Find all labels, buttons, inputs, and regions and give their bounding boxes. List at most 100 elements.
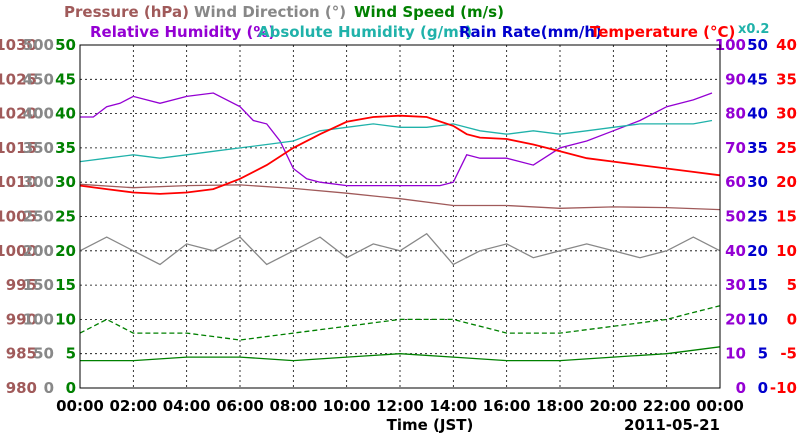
tick-label-x: 08:00: [269, 397, 317, 415]
tick-label-wind-speed: 5: [66, 345, 76, 363]
tick-label-pressure: 1010: [0, 173, 37, 191]
tick-label-relative-humidity: 0: [736, 379, 746, 397]
tick-label-rain-rate: 25: [747, 208, 768, 226]
tick-label-relative-humidity: 40: [725, 242, 746, 260]
tick-label-rain-rate: 30: [747, 173, 768, 191]
tick-label-wind-speed: 10: [55, 310, 76, 328]
tick-label-temperature: -10: [770, 379, 797, 397]
legend-scale-note: x0.2: [738, 22, 769, 37]
tick-label-temperature: 10: [776, 242, 797, 260]
tick-label-pressure: 1015: [0, 139, 37, 157]
tick-label-temperature: 15: [776, 208, 797, 226]
tick-label-temperature: -5: [780, 345, 797, 363]
tick-label-temperature: 35: [776, 70, 797, 88]
tick-label-relative-humidity: 70: [725, 139, 746, 157]
legend-wind-speed: Wind Speed (m/s): [354, 3, 504, 21]
tick-label-wind-direction: 250: [23, 208, 54, 226]
tick-label-wind-speed: 45: [55, 70, 76, 88]
plot-frame: [79, 44, 721, 389]
tick-label-x: 14:00: [429, 397, 477, 415]
tick-label-wind-direction: 350: [23, 139, 54, 157]
tick-label-x: 04:00: [163, 397, 211, 415]
series-relative-humidity: [80, 92, 713, 187]
tick-label-rain-rate: 35: [747, 139, 768, 157]
tick-label-relative-humidity: 10: [725, 345, 746, 363]
tick-label-x: 18:00: [536, 397, 584, 415]
tick-label-temperature: 0: [787, 310, 797, 328]
tick-label-pressure: 980: [6, 379, 37, 397]
tick-label-rain-rate: 40: [747, 105, 768, 123]
x-axis: 00:00 02:00 04:00 06:00 08:00 10:00 12:00 14:00…: [56, 397, 744, 415]
tick-label-temperature: 20: [776, 173, 797, 191]
x-axis-date: 2011-05-21: [624, 416, 720, 434]
tick-label-wind-speed: 50: [55, 36, 76, 54]
tick-label-temperature: 25: [776, 139, 797, 157]
tick-label-wind-speed: 0: [66, 379, 76, 397]
legend-wind-direction: Wind Direction (°): [194, 3, 346, 21]
tick-label-wind-speed: 15: [55, 276, 76, 294]
tick-label-temperature: 40: [776, 36, 797, 54]
series-pressure-hpa: [79, 183, 721, 211]
tick-label-pressure: 1020: [0, 105, 37, 123]
tick-label-wind-direction: 100: [23, 310, 54, 328]
grid-lines: [80, 45, 720, 388]
tick-label-relative-humidity: 60: [725, 173, 746, 191]
tick-label-wind-speed: 35: [55, 139, 76, 157]
tick-label-wind-direction: 300: [23, 173, 54, 191]
tick-label-x: 22:00: [643, 397, 691, 415]
tick-label-wind-direction: 450: [23, 70, 54, 88]
tick-label-relative-humidity: 20: [725, 310, 746, 328]
tick-label-x: 06:00: [216, 397, 264, 415]
tick-label-rain-rate: 10: [747, 310, 768, 328]
series-lines: [79, 92, 721, 362]
tick-label-wind-speed: 25: [55, 208, 76, 226]
tick-label-wind-direction: 200: [23, 242, 54, 260]
tick-label-x: 20:00: [589, 397, 637, 415]
tick-label-temperature: 5: [787, 276, 797, 294]
tick-label-rain-rate: 50: [747, 36, 768, 54]
tick-label-wind-direction: 150: [23, 276, 54, 294]
tick-label-pressure: 1030: [0, 36, 37, 54]
series-absolute-humidity-g-m: [79, 119, 713, 163]
tick-label-rain-rate: 45: [747, 70, 768, 88]
tick-label-relative-humidity: 30: [725, 276, 746, 294]
tick-label-pressure: 985: [6, 345, 37, 363]
tick-label-x: 12:00: [376, 397, 424, 415]
tick-label-x: 00:00: [56, 397, 104, 415]
tick-label-pressure: 1000: [0, 242, 37, 260]
x-axis-label: Time (JST): [387, 416, 474, 434]
tick-label-wind-direction: 500: [23, 36, 54, 54]
series-wind-speed-m-s-mean: [80, 346, 721, 362]
tick-label-x: 02:00: [109, 397, 157, 415]
tick-label-pressure: 995: [6, 276, 37, 294]
tick-label-relative-humidity: 80: [725, 105, 746, 123]
tick-label-wind-speed: 30: [55, 173, 76, 191]
series-temperature-c: [79, 114, 721, 195]
series-wind-speed-m-s-max: [79, 305, 721, 341]
tick-label-rain-rate: 0: [758, 379, 768, 397]
tick-label-wind-speed: 20: [55, 242, 76, 260]
y-axes: 1030102510201015101010051000995990985980…: [0, 36, 797, 397]
legend-absolute-humidity: Absolute Humidity (g/m³): [258, 23, 472, 41]
tick-label-rain-rate: 15: [747, 276, 768, 294]
tick-label-relative-humidity: 100: [715, 36, 746, 54]
tick-label-x: 00:00: [696, 397, 744, 415]
tick-label-pressure: 990: [6, 310, 37, 328]
tick-label-pressure: 1025: [0, 70, 37, 88]
legend-relative-humidity: Relative Humidity (%): [90, 23, 275, 41]
tick-label-rain-rate: 20: [747, 242, 768, 260]
tick-label-wind-direction: 400: [23, 105, 54, 123]
tick-label-relative-humidity: 50: [725, 208, 746, 226]
tick-label-wind-speed: 40: [55, 105, 76, 123]
tick-label-pressure: 1005: [0, 208, 37, 226]
tick-label-rain-rate: 5: [758, 345, 768, 363]
legend-temperature: Temperature (°C): [590, 23, 735, 41]
tick-label-temperature: 30: [776, 105, 797, 123]
tick-label-wind-direction: 50: [33, 345, 54, 363]
series-wind-direction: [79, 232, 721, 266]
tick-label-x: 16:00: [483, 397, 531, 415]
tick-label-relative-humidity: 90: [725, 70, 746, 88]
legend-rain-rate: Rain Rate(mm/h): [459, 23, 602, 41]
legend-pressure: Pressure (hPa): [64, 3, 189, 21]
